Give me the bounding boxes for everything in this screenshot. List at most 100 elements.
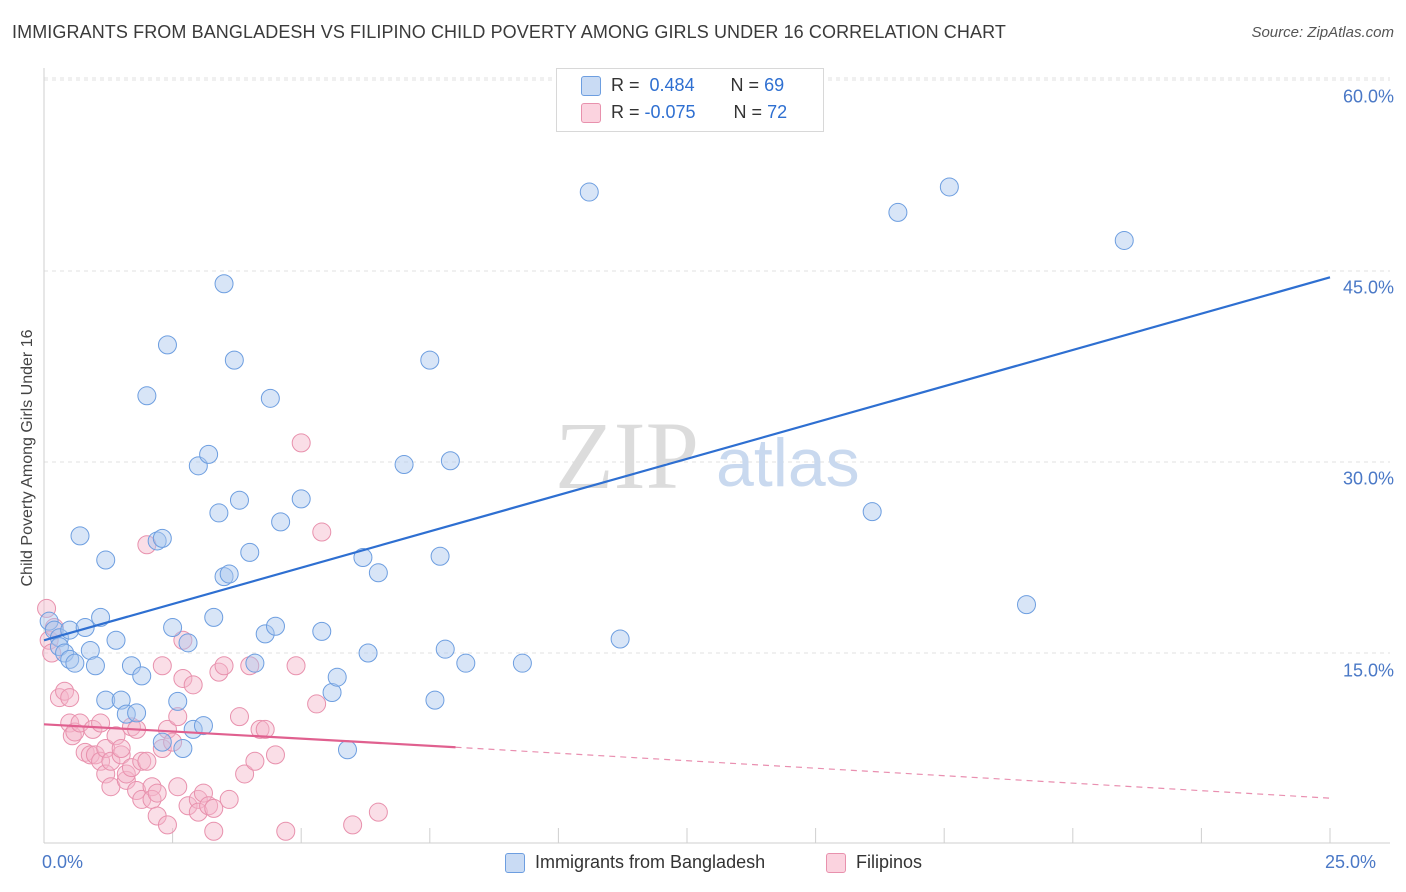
watermark-atlas: atlas [716, 425, 860, 501]
filipinos-point [152, 656, 172, 676]
bangladesh-point [214, 274, 234, 294]
bangladesh-point [96, 550, 116, 570]
bangladesh-point [579, 182, 599, 202]
filipinos-point [250, 719, 270, 739]
legend-n-label: N = [730, 75, 760, 95]
filipinos-point [60, 713, 80, 733]
bangladesh-point [420, 350, 440, 370]
filipinos-point [127, 781, 147, 801]
bangladesh-point [152, 528, 172, 548]
legend-swatch-blue [581, 76, 601, 97]
bangladesh-point [322, 682, 342, 702]
bangladesh-point [60, 649, 80, 669]
bangladesh-point [55, 643, 75, 663]
bangladesh-point [271, 512, 291, 532]
y-tick-label: 30.0% [1342, 468, 1394, 489]
filipinos-point [265, 745, 285, 765]
bangladesh-point [939, 177, 959, 197]
legend-row-bangladesh: R = 0.484 N = 69 [581, 75, 784, 101]
bangladesh-point [219, 564, 239, 584]
filipinos-point [91, 751, 111, 771]
bangladesh-point [1114, 230, 1134, 250]
filipinos-point [214, 656, 234, 676]
bangladesh-point [435, 639, 455, 659]
correlation-legend: R = 0.484 N = 69 R = -0.075 N = 72 [556, 68, 824, 132]
bangladesh-point [132, 666, 152, 686]
filipinos-point [204, 821, 224, 841]
bangladesh-point [80, 640, 100, 660]
legend-swatch-pink [826, 853, 846, 874]
filipinos-point [255, 719, 275, 739]
bangladesh-point [312, 621, 332, 641]
filipinos-point [312, 522, 332, 542]
legend-r-value: -0.075 [644, 102, 696, 122]
filipinos-point [291, 433, 311, 453]
filipinos-point [199, 796, 219, 816]
filipinos-point [111, 745, 131, 765]
bangladesh-point [229, 490, 249, 510]
bangladesh-point [157, 335, 177, 355]
bangladesh-point [168, 691, 188, 711]
legend-label: Immigrants from Bangladesh [535, 852, 766, 872]
bangladesh-point [265, 616, 285, 636]
filipinos-point [276, 821, 296, 841]
trend-lines [43, 276, 1331, 799]
filipinos-point [106, 726, 126, 746]
bangladesh-point [49, 637, 69, 657]
bangladesh-point [260, 388, 280, 408]
bangladesh-point [116, 704, 136, 724]
bangladesh-point [862, 502, 882, 522]
bangladesh-point [91, 607, 111, 627]
bangladesh-point [147, 531, 167, 551]
filipinos-point [229, 707, 249, 727]
bangladesh-point [70, 526, 90, 546]
filipinos-point [245, 751, 265, 771]
filipinos-point [147, 783, 167, 803]
legend-n-value: 72 [767, 102, 788, 122]
bangladesh-point [85, 656, 105, 676]
y-axis-label: Child Poverty Among Girls Under 16 [19, 329, 36, 587]
filipinos-point [157, 719, 177, 739]
filipinos-point [83, 719, 103, 739]
filipinos-point [55, 681, 75, 701]
filipinos-point [137, 751, 157, 771]
legend-n-label: N = [733, 102, 763, 122]
filipinos-point [188, 802, 208, 822]
filipinos-point [368, 802, 388, 822]
bangladesh-point [327, 667, 347, 687]
filipinos-trend-line [43, 723, 456, 749]
legend-item-bangladesh: Immigrants from Bangladesh [505, 852, 766, 874]
bangladesh-point [430, 546, 450, 566]
bangladesh-point [456, 653, 476, 673]
filipinos-point [116, 764, 136, 784]
filipinos-point [96, 764, 116, 784]
filipinos-point [152, 739, 172, 758]
y-tick-label: 60.0% [1342, 86, 1394, 107]
filipinos-point [157, 815, 177, 835]
watermark-zip: ZIP [555, 402, 699, 509]
filipinos-point [193, 783, 213, 803]
legend-swatch-pink [581, 103, 601, 124]
bangladesh-point [127, 703, 147, 723]
bangladesh-point [368, 563, 388, 583]
bangladesh-point [353, 548, 373, 567]
legend-n-value: 69 [764, 75, 785, 95]
bangladesh-point [255, 624, 275, 644]
filipinos-point [49, 688, 69, 708]
filipinos-point [116, 770, 136, 790]
bangladesh-point [425, 690, 445, 710]
bangladesh-point [199, 444, 219, 464]
filipinos-point [183, 675, 203, 695]
filipinos-point [178, 796, 198, 816]
filipinos-point [101, 751, 121, 771]
filipinos-point [219, 789, 239, 809]
axes [43, 68, 1390, 844]
filipinos-point [168, 707, 188, 727]
bangladesh-point [173, 739, 193, 758]
filipinos-point [60, 688, 80, 708]
bangladesh-point [65, 653, 85, 673]
filipinos-point [343, 815, 363, 835]
filipinos-point [132, 751, 152, 771]
filipinos-point [204, 798, 224, 818]
grid-lines [44, 77, 1390, 654]
